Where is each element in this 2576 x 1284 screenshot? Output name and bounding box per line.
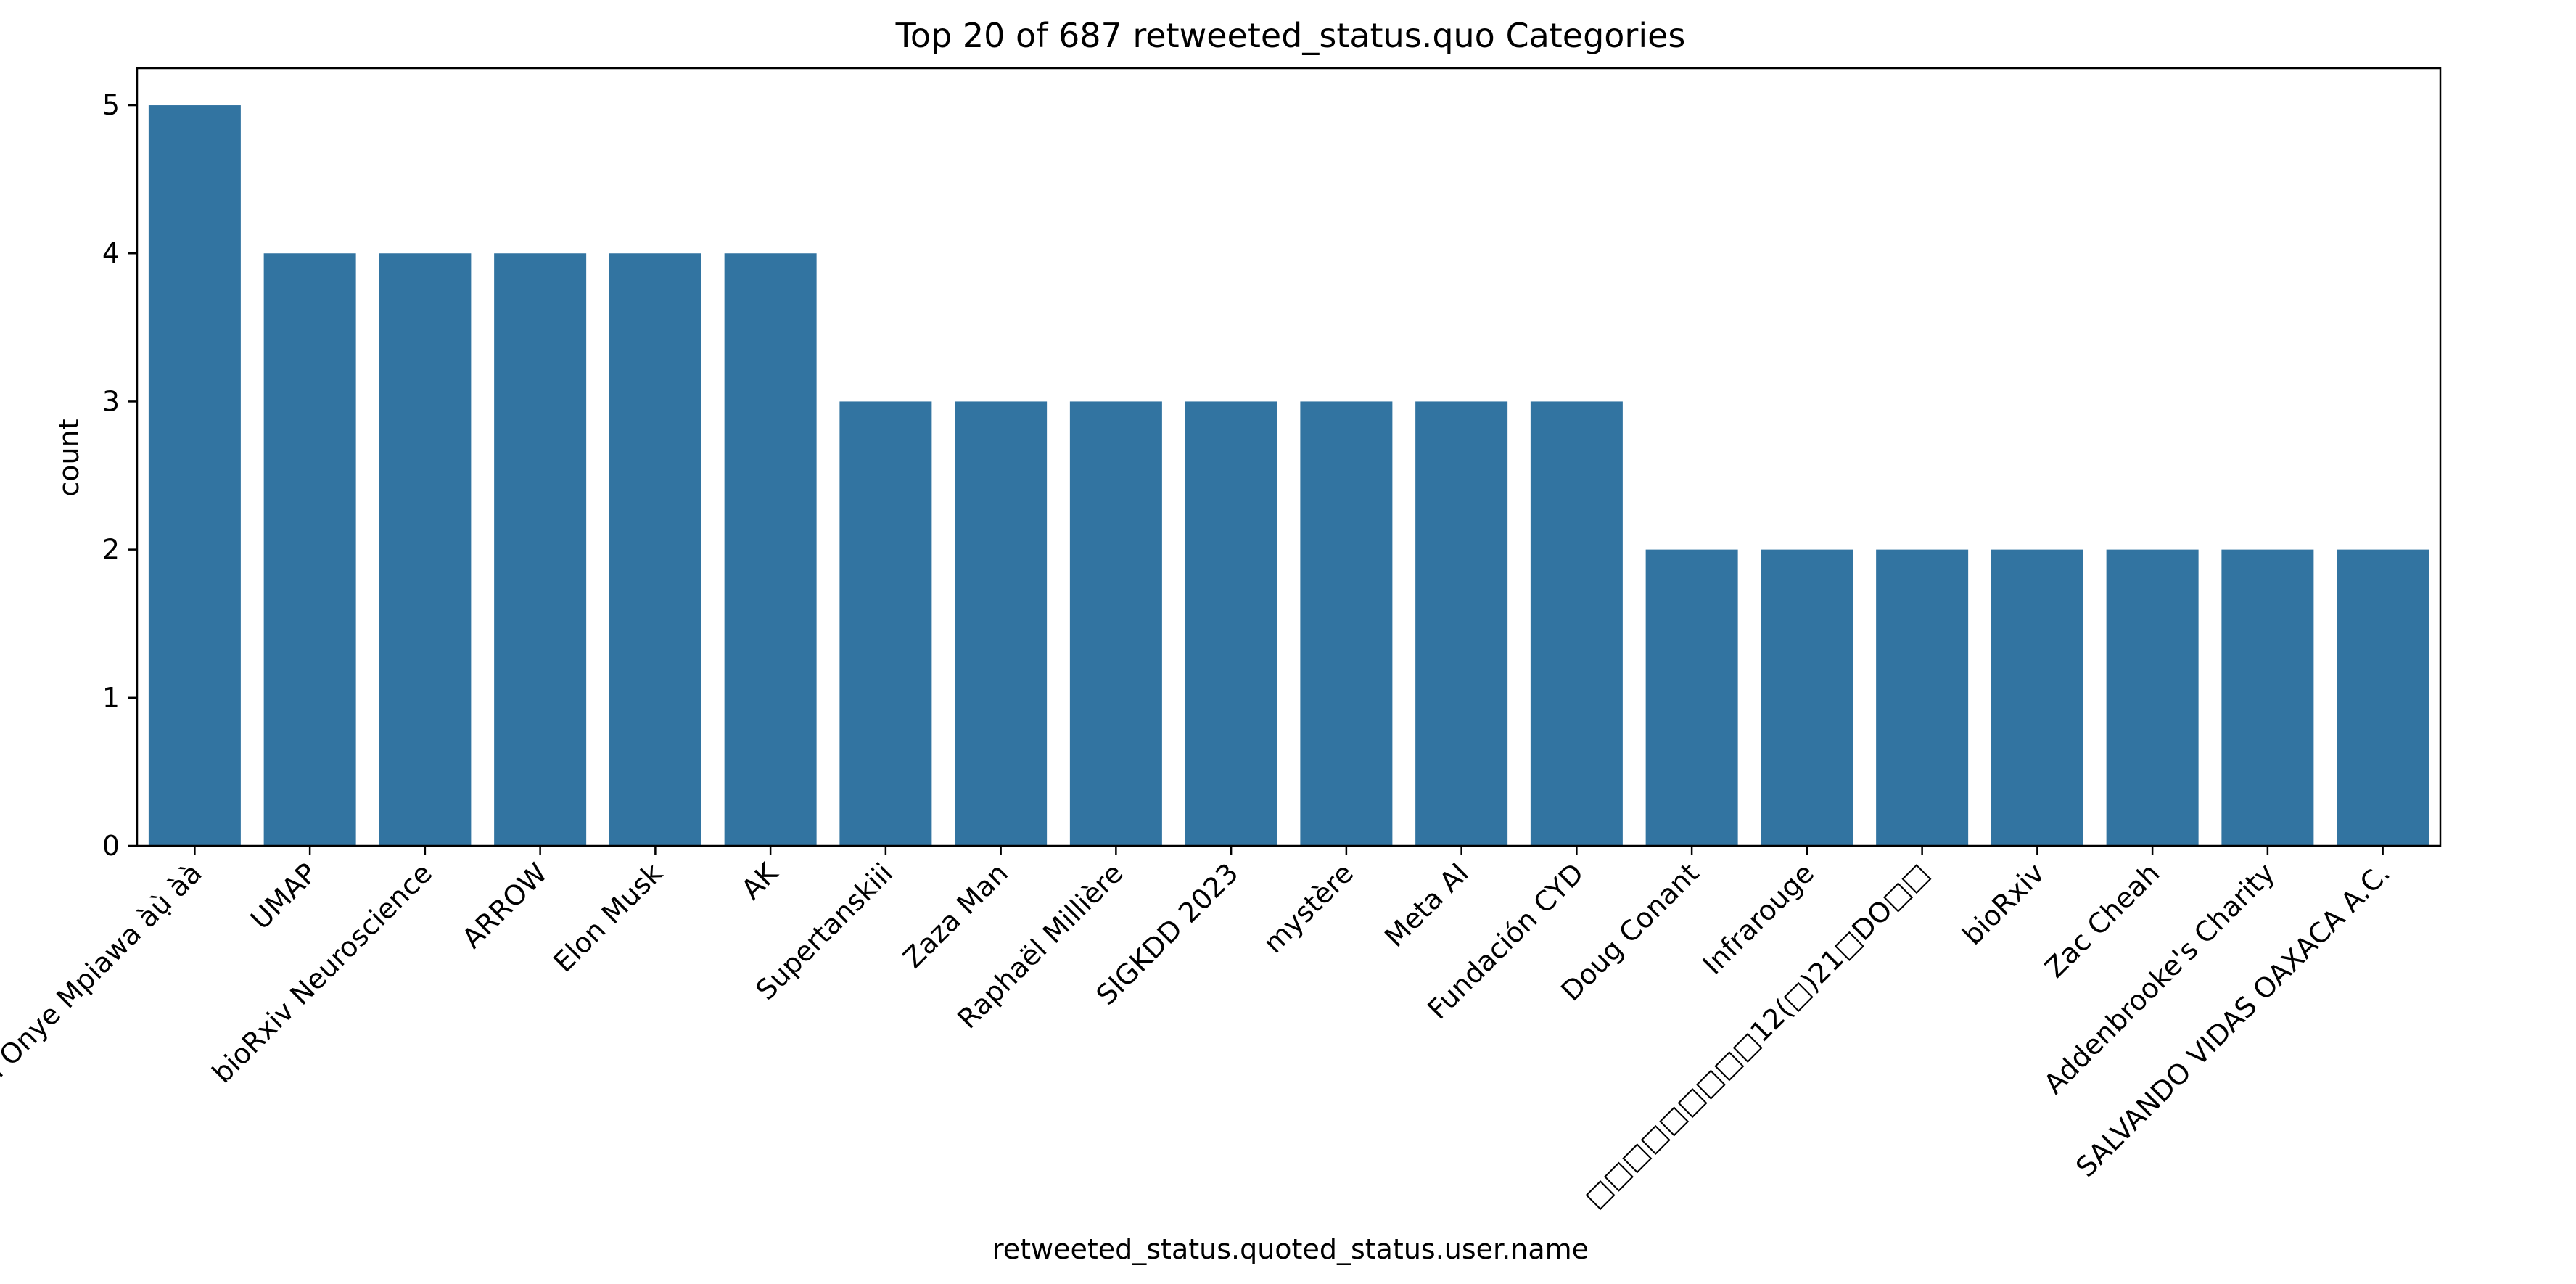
bar-9: [1069, 401, 1162, 846]
plot-frame: [136, 67, 2442, 847]
x-axis-label: retweeted_status.quoted_status.user.name: [992, 1233, 1589, 1265]
y-tick-label: 3: [102, 385, 120, 417]
bar-8: [955, 401, 1048, 846]
bar-12: [1415, 401, 1508, 846]
bar-11: [1300, 401, 1393, 846]
bar-2: [263, 253, 356, 846]
bar-10: [1185, 401, 1277, 846]
y-tick-label: 4: [102, 237, 120, 269]
y-tick-label: 2: [102, 534, 120, 566]
bar-7: [839, 401, 932, 846]
bar-18: [2106, 549, 2199, 846]
bars-layer: [148, 105, 2429, 847]
bar-19: [2221, 549, 2314, 846]
bar-16: [1876, 549, 1969, 846]
y-tick-label: 5: [102, 89, 120, 121]
chart-title: Top 20 of 687 retweeted_status.quo Categ…: [895, 16, 1686, 55]
y-tick-label: 1: [102, 682, 120, 714]
bar-14: [1645, 549, 1738, 846]
y-axis-label: count: [53, 419, 85, 496]
bar-1: [148, 105, 241, 847]
bar-15: [1761, 549, 1853, 846]
bar-6: [724, 253, 817, 846]
bar-13: [1530, 401, 1623, 846]
bar-20: [2337, 549, 2429, 846]
bar-4: [494, 253, 587, 846]
bar-17: [1991, 549, 2083, 846]
bar-5: [609, 253, 701, 846]
bar-3: [379, 253, 472, 846]
y-tick-label: 0: [102, 830, 120, 862]
